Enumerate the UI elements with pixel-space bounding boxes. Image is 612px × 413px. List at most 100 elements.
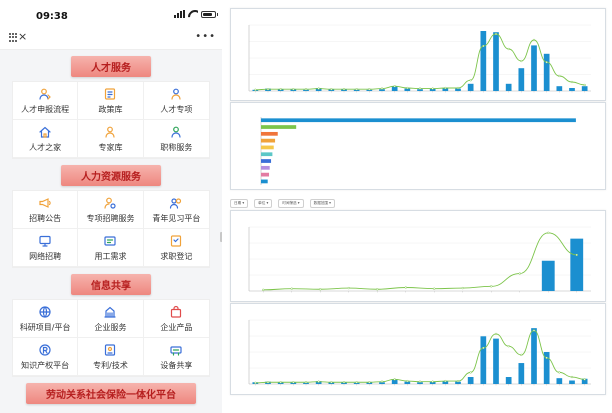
point: [482, 346, 485, 350]
bar: [261, 172, 270, 177]
service-item-label: 科研项目/平台: [19, 322, 71, 332]
bar: [429, 88, 436, 91]
point: [570, 375, 574, 379]
filter-dropdown[interactable]: 数据范围 ▾: [309, 198, 335, 208]
dashboard-panel: 日期 ▾ 单位 ▾ 时间筛选 ▾ 数据范围 ▾: [226, 0, 612, 413]
status-time: 09:38: [36, 11, 68, 22]
youth-intern-icon: [169, 196, 183, 210]
service-item[interactable]: 人才专项: [143, 82, 209, 120]
filter-dropdown[interactable]: 日期 ▾: [230, 198, 249, 208]
service-item[interactable]: 人才申报流程: [13, 82, 79, 120]
bar: [556, 378, 563, 384]
service-item[interactable]: 政策库: [78, 82, 144, 120]
bar: [570, 238, 584, 291]
point: [494, 332, 498, 336]
filter-dropdown[interactable]: 时间筛选 ▾: [278, 198, 304, 208]
job-register-icon: [169, 234, 183, 248]
service-item[interactable]: 网络招聘: [13, 229, 79, 267]
point: [406, 379, 409, 383]
point: [254, 381, 257, 384]
point: [456, 86, 460, 90]
labor-demand-icon: [103, 234, 117, 248]
service-item-label: 招聘公告: [29, 213, 62, 223]
service-grid-2: 科研项目/平台 企业服务 企业产品知识产权平台 专利/技术 设备共享: [12, 299, 210, 377]
point: [461, 286, 464, 290]
bar: [493, 338, 499, 384]
section-title-label: 人力资源服务: [54, 164, 168, 186]
bar: [543, 352, 550, 384]
point: [490, 285, 493, 288]
service-item[interactable]: 青年见习平台: [143, 191, 209, 229]
service-item[interactable]: 专家库: [78, 120, 144, 158]
point: [404, 286, 407, 289]
point: [330, 381, 333, 384]
service-item-label: 网络招聘: [29, 251, 62, 261]
bar: [455, 88, 461, 91]
bar: [261, 138, 276, 143]
bar: [404, 381, 411, 384]
filter-dropdown[interactable]: 单位 ▾: [254, 198, 273, 208]
talent-project-icon: [169, 87, 183, 101]
section-title-0: 人才服务: [0, 55, 222, 77]
bar: [442, 381, 449, 384]
menu-grid-icon[interactable]: [9, 33, 18, 42]
service-item[interactable]: 企业服务: [78, 300, 144, 338]
chart-card-1: [230, 8, 606, 101]
close-icon[interactable]: ×: [18, 30, 28, 43]
bar: [303, 382, 309, 384]
service-item[interactable]: 职称服务: [143, 120, 209, 158]
service-item[interactable]: 设备共享: [143, 338, 209, 376]
bar: [379, 382, 385, 384]
bar: [531, 328, 537, 384]
bar: [541, 260, 555, 291]
nav-bar: × •••: [0, 30, 222, 50]
point: [393, 378, 396, 381]
point: [570, 80, 574, 84]
point: [254, 88, 257, 91]
combo-chart-3: [248, 226, 591, 293]
service-item-label: 人才申报流程: [21, 104, 70, 114]
point: [279, 88, 282, 91]
bar: [467, 377, 474, 384]
service-item-label: 专项招聘服务: [86, 213, 135, 223]
service-item[interactable]: 求职登记: [143, 229, 209, 267]
service-item[interactable]: 科研项目/平台: [13, 300, 79, 338]
service-item[interactable]: 专利/技术: [78, 338, 144, 376]
service-grid-1: 招聘公告 专项招聘服务 青年见习平台网络招聘 用工需求 求职登记: [12, 190, 210, 268]
point: [418, 87, 422, 90]
horizontal-bar-chart: [260, 117, 576, 185]
service-item[interactable]: 专项招聘服务: [78, 191, 144, 229]
point: [469, 371, 472, 374]
point: [575, 253, 578, 257]
service-item[interactable]: 用工需求: [78, 229, 144, 267]
more-icon[interactable]: •••: [195, 31, 216, 42]
title-service-icon: [169, 125, 183, 139]
point: [292, 381, 295, 384]
point: [317, 87, 320, 90]
megaphone-icon: [38, 196, 52, 210]
point: [380, 87, 384, 90]
point: [433, 287, 436, 290]
point: [518, 272, 521, 275]
bar: [493, 32, 499, 91]
mobile-app-panel: 09:38 × ••• 人才服务人才申报流程 政策库 人才专项人才之家 专家库 职称服务…: [0, 0, 222, 413]
point: [279, 381, 282, 384]
point: [292, 88, 295, 91]
point: [330, 88, 333, 91]
point: [583, 378, 586, 381]
bar: [391, 379, 398, 384]
point: [558, 371, 561, 374]
bar: [581, 378, 588, 384]
service-item[interactable]: 人才之家: [13, 120, 79, 158]
point: [368, 88, 371, 91]
bar: [581, 86, 588, 91]
service-item[interactable]: 招聘公告: [13, 191, 79, 229]
scrollbar-thumb[interactable]: [220, 232, 222, 242]
service-item-label: 青年见习平台: [152, 213, 201, 223]
bar: [467, 83, 474, 91]
bar: [455, 381, 461, 384]
service-item[interactable]: 知识产权平台: [13, 338, 79, 376]
bar: [261, 165, 270, 170]
network-recruit-icon: [38, 234, 52, 248]
service-item[interactable]: 企业产品: [143, 300, 209, 338]
